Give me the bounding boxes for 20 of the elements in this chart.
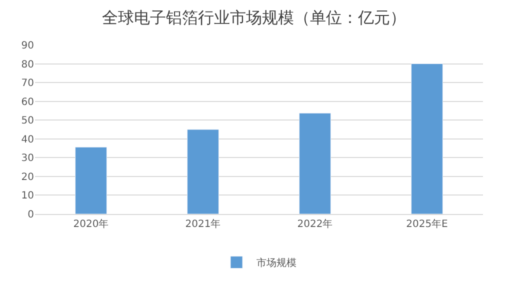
bar (75, 146, 107, 214)
y-tick-label: 0 (28, 210, 34, 220)
bar (411, 64, 443, 214)
bar (299, 112, 331, 214)
y-tick-label: 50 (21, 116, 34, 127)
bar (187, 129, 219, 214)
x-tick-label: 2022年 (297, 218, 333, 230)
x-tick-label: 2025年E (406, 218, 448, 230)
x-tick-label: 2020年 (73, 218, 109, 230)
y-tick-label: 60 (21, 96, 34, 108)
legend-label: 市场规模 (256, 257, 296, 270)
y-tick-label: 30 (21, 153, 34, 164)
y-tick-label: 10 (21, 190, 34, 202)
chart-title: 全球电子铝箔行业市场规模（单位：亿元） (102, 8, 406, 27)
x-tick-label: 2021年 (185, 218, 221, 230)
y-tick-label: 90 (21, 40, 34, 52)
y-tick-label: 40 (21, 134, 34, 146)
y-tick-label: 70 (21, 78, 34, 90)
y-tick-label: 80 (21, 59, 34, 70)
y-tick-label: 20 (21, 172, 34, 183)
